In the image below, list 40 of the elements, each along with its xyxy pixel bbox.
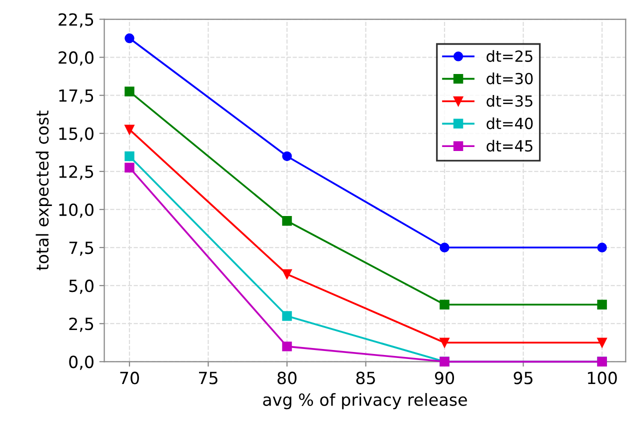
x-tick-label: 90 bbox=[434, 372, 454, 384]
legend-label: dt=40 bbox=[486, 117, 533, 130]
point bbox=[282, 151, 292, 162]
point bbox=[597, 338, 607, 348]
legend-label: dt=25 bbox=[486, 50, 532, 62]
point bbox=[597, 242, 607, 252]
point bbox=[440, 338, 450, 348]
point bbox=[440, 242, 450, 252]
point bbox=[124, 124, 134, 134]
y-tick-label: 12,5 bbox=[59, 165, 94, 180]
point bbox=[124, 162, 134, 172]
y-tick-label: 17,5 bbox=[59, 90, 94, 104]
legend-label: dt=30 bbox=[486, 72, 533, 84]
x-tick-label: 70 bbox=[120, 372, 139, 384]
y-tick-label: 7,5 bbox=[69, 242, 94, 256]
point bbox=[124, 33, 134, 44]
legend-label: dt=45 bbox=[486, 140, 532, 152]
point bbox=[124, 86, 134, 96]
y-tick-label: 5,0 bbox=[69, 280, 94, 294]
x-tick-label: 95 bbox=[514, 372, 532, 384]
x-tick-label: 85 bbox=[356, 372, 375, 384]
point bbox=[597, 300, 607, 310]
x-tick-label: 75 bbox=[199, 372, 218, 384]
y-tick-label: 22,5 bbox=[58, 13, 94, 28]
y-tick-label: 10,0 bbox=[59, 203, 94, 218]
y-axis-title: total expected cost bbox=[36, 110, 52, 270]
x-tick-label: 100 bbox=[588, 372, 617, 384]
point bbox=[124, 151, 134, 162]
x-axis-title: avg % of privacy release bbox=[263, 393, 467, 410]
y-tick-label: 20,0 bbox=[58, 51, 94, 66]
point bbox=[282, 311, 292, 321]
y-tick-label: 2,5 bbox=[69, 318, 94, 332]
point bbox=[282, 216, 292, 226]
y-tick-label: 0,0 bbox=[69, 356, 94, 370]
point bbox=[282, 342, 292, 352]
y-tick-label: 15,0 bbox=[59, 127, 94, 142]
legend-label: dt=35 bbox=[486, 94, 532, 107]
x-tick-label: 80 bbox=[278, 372, 297, 384]
point bbox=[282, 269, 292, 280]
point bbox=[440, 300, 450, 310]
